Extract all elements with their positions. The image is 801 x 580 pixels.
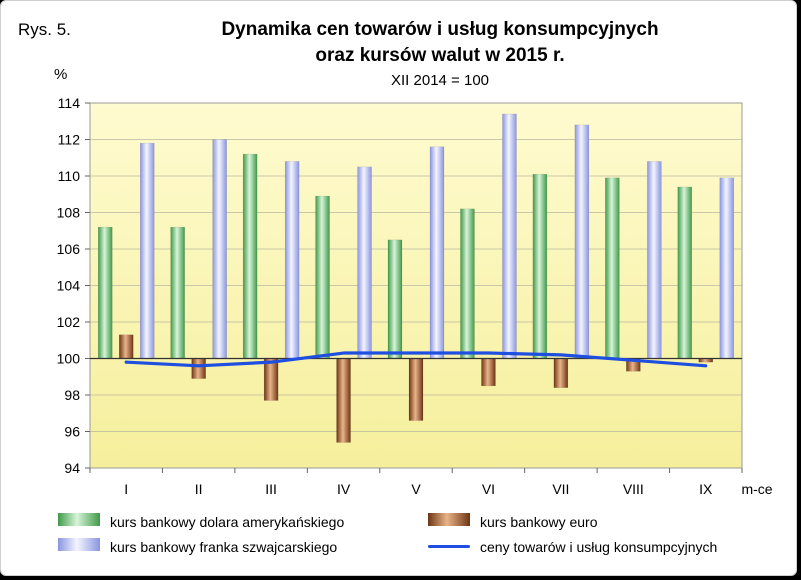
bar-usd [532, 173, 548, 359]
y-tick-label: 96 [64, 424, 80, 440]
y-tick-label: 112 [58, 132, 81, 148]
figure-label: Rys. 5. [18, 20, 71, 39]
bar-eur [118, 334, 134, 359]
bar-usd [315, 195, 330, 359]
bar-eur [481, 358, 496, 387]
legend-label-cpi: ceny towarów i usług konsumpcyjnych [480, 539, 718, 555]
x-tick-label: II [195, 481, 203, 497]
y-tick-label: 114 [58, 95, 81, 111]
y-tick-label: 108 [57, 205, 81, 221]
bar-usd [242, 153, 258, 359]
y-tick-label: 110 [58, 168, 81, 184]
bar-chf [574, 124, 590, 359]
x-tick-label: IV [337, 481, 351, 497]
y-tick-label: 100 [57, 351, 81, 367]
x-tick-label: VII [552, 481, 569, 497]
bar-eur [336, 358, 351, 443]
bar-usd [170, 226, 185, 359]
y-axis-unit: % [54, 66, 68, 83]
bar-eur [263, 358, 279, 401]
y-tick-label: 102 [57, 314, 81, 330]
bar-usd [677, 186, 693, 359]
y-tick-label: 98 [64, 387, 80, 403]
legend-line-cpi [428, 545, 470, 548]
legend-swatch-chf [58, 538, 100, 551]
bar-eur [191, 358, 206, 379]
x-tick-label: III [265, 481, 277, 497]
bar-usd [387, 239, 403, 359]
bar-chf [284, 161, 300, 359]
legend-label-chf: kurs bankowy franka szwajcarskiego [110, 539, 338, 555]
bar-chf [502, 113, 517, 359]
bar-usd [97, 226, 113, 359]
bar-usd [605, 177, 620, 359]
y-tick-label: 104 [57, 278, 81, 294]
bar-chf [357, 166, 372, 359]
bar-chf [212, 139, 227, 359]
bar-chf [429, 146, 445, 359]
x-tick-label: V [411, 481, 421, 497]
bar-eur [553, 358, 569, 388]
legend-label-eur: kurs bankowy euro [480, 514, 598, 530]
x-tick-label: VIII [623, 481, 644, 497]
bar-eur [408, 358, 424, 421]
x-tick-label: IX [699, 481, 713, 497]
bar-usd [460, 208, 475, 359]
chart-subtitle: XII 2014 = 100 [391, 72, 489, 89]
bar-chf [647, 161, 662, 359]
x-tick-label: VI [482, 481, 495, 497]
chart-title-line-1: Dynamika cen towarów i usług konsumpcyjn… [221, 19, 659, 40]
legend-swatch-usd [58, 513, 100, 526]
x-tick-label: I [124, 481, 128, 497]
chart-title-line-2: oraz kursów walut w 2015 r. [315, 45, 565, 66]
x-axis-label: m-ce [741, 481, 772, 497]
y-tick-label: 94 [64, 460, 80, 476]
legend-swatch-eur [428, 513, 470, 526]
bar-chf [139, 142, 155, 359]
y-tick-label: 106 [57, 241, 81, 257]
legend-label-usd: kurs bankowy dolara amerykańskiego [110, 514, 345, 530]
bar-chf [719, 177, 735, 359]
